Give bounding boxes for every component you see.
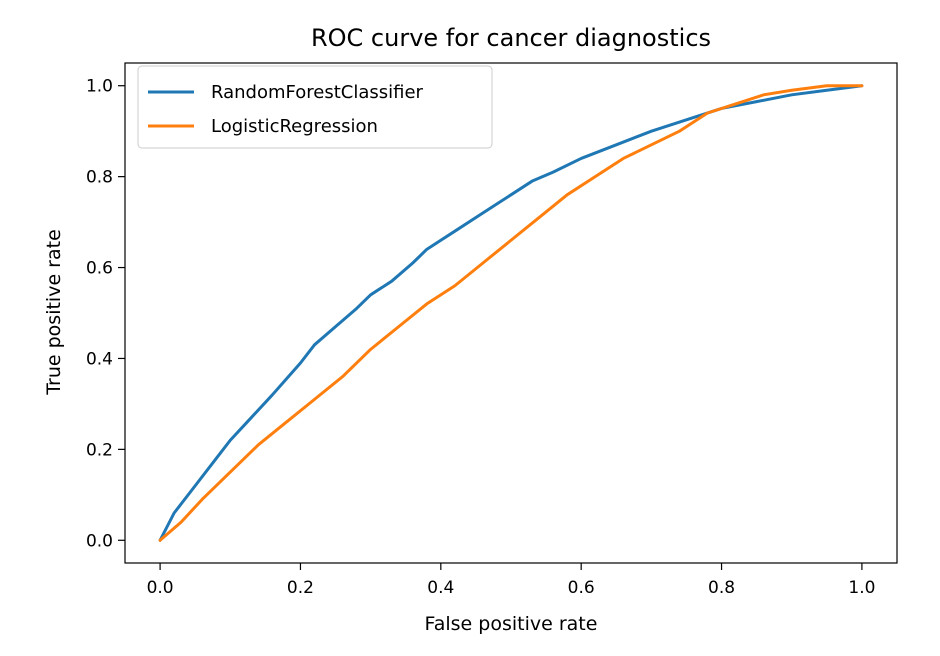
y-tick-label: 1.0 bbox=[86, 77, 113, 97]
y-tick-label: 0.4 bbox=[86, 349, 113, 369]
x-tick-label: 1.0 bbox=[848, 578, 875, 598]
legend-box bbox=[137, 65, 493, 149]
x-tick-label: 0.6 bbox=[568, 578, 595, 598]
y-tick-label: 0.8 bbox=[86, 168, 113, 188]
x-tick-label: 0.0 bbox=[147, 578, 174, 598]
y-tick-label: 0.0 bbox=[86, 531, 113, 551]
y-tick-label: 0.2 bbox=[86, 440, 113, 460]
series-line-logistic-regression bbox=[158, 84, 864, 542]
legend: RandomForestClassifier LogisticRegressio… bbox=[137, 65, 493, 149]
chart-title: ROC curve for cancer diagnostics bbox=[311, 24, 711, 52]
y-tick-label: 0.6 bbox=[86, 259, 113, 279]
legend-label-logistic-regression: LogisticRegression bbox=[211, 116, 378, 137]
x-tick-label: 0.2 bbox=[287, 578, 314, 598]
x-tick-label: 0.4 bbox=[427, 578, 454, 598]
plot-area: 0.0 0.2 0.4 0.6 0.8 1.0 0.0 0.2 0.4 0.6 0.8 1.0 bbox=[86, 62, 898, 598]
x-axis-label: False positive rate bbox=[425, 613, 598, 635]
series-line-random-forest-classifier bbox=[158, 84, 864, 542]
plot-frame bbox=[124, 62, 898, 564]
legend-label-random-forest: RandomForestClassifier bbox=[211, 82, 424, 103]
x-tick-label: 0.8 bbox=[708, 578, 735, 598]
y-axis-label: True positive rate bbox=[43, 229, 65, 396]
